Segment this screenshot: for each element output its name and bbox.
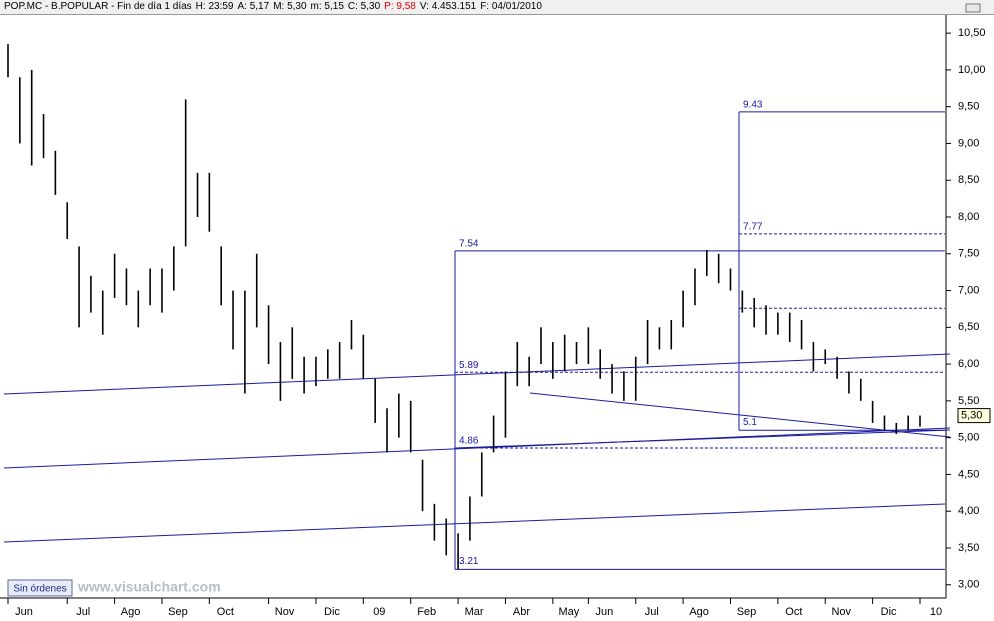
status-button[interactable] — [7, 579, 73, 597]
fib-label: 7.77 — [743, 222, 763, 233]
trend-line — [3, 503, 946, 543]
trend-line — [3, 353, 951, 395]
header-item: P: 9,58 — [384, 1, 416, 12]
x-tick-label: Ago — [689, 606, 709, 618]
fib-label: 5.1 — [743, 417, 757, 428]
header-item: C: 5,30 — [347, 1, 381, 12]
status-button-label[interactable]: Sin órdenes — [13, 584, 66, 595]
x-tick-label: Jun — [15, 606, 33, 618]
fib-label: 4.86 — [459, 436, 479, 447]
x-tick-label: 10 — [930, 606, 942, 618]
trend-line — [454, 429, 951, 449]
fib-label: 7.54 — [459, 238, 479, 249]
x-tick-label: Jun — [595, 606, 613, 618]
y-tick-label: 4,50 — [958, 468, 979, 480]
y-tick-label: 4,00 — [958, 505, 979, 517]
y-tick-label: 5,50 — [958, 395, 979, 407]
x-tick-label: 09 — [373, 606, 385, 618]
watermark: www.visualchart.com — [77, 579, 221, 595]
x-tick-label: Nov — [831, 606, 851, 618]
y-tick-label: 7,00 — [958, 284, 979, 296]
x-tick-label: Ago — [121, 606, 141, 618]
y-tick-label: 5,00 — [958, 432, 979, 444]
header-item: F: 04/01/2010 — [480, 1, 542, 12]
fib-label: 9.43 — [743, 99, 763, 110]
window-icon[interactable] — [965, 3, 981, 13]
y-tick-label: 6,50 — [958, 321, 979, 333]
y-tick-label: 9,00 — [958, 137, 979, 149]
fib-label: 3.21 — [459, 556, 479, 567]
x-tick-label: Oct — [785, 606, 802, 618]
header-item: H: 23:59 — [195, 1, 234, 12]
x-tick-label: Sep — [168, 606, 188, 618]
x-tick-label: Oct — [217, 606, 234, 618]
y-tick-label: 9,50 — [958, 101, 979, 113]
y-tick-label: 8,00 — [958, 211, 979, 223]
x-tick-label: May — [558, 606, 579, 618]
fib-label: 5.89 — [459, 360, 479, 371]
x-tick-label: Jul — [76, 606, 90, 618]
x-tick-label: Sep — [737, 606, 757, 618]
last-price-box — [957, 408, 991, 424]
x-tick-label: Mar — [465, 606, 484, 618]
x-tick-label: Dic — [324, 606, 340, 618]
y-tick-label: 8,50 — [958, 174, 979, 186]
last-price-label: 5,30 — [961, 409, 982, 421]
y-tick-label: 3,50 — [958, 542, 979, 554]
header-item: M: 5,30 — [273, 1, 307, 12]
x-tick-label: Jul — [645, 606, 659, 618]
header-bar: POP.MC - B.POPULAR - Fin de día 1 días H:… — [0, 0, 994, 15]
background — [0, 15, 994, 621]
x-tick-label: Abr — [513, 606, 530, 618]
x-tick-label: Dic — [881, 606, 897, 618]
header-item: V: 4.453.151 — [419, 1, 477, 12]
header-item: m: 5,15 — [310, 1, 344, 12]
y-tick-label: 3,00 — [958, 579, 979, 591]
trend-line — [529, 392, 951, 438]
y-tick-label: 10,00 — [958, 64, 986, 76]
x-tick-label: Nov — [275, 606, 295, 618]
y-tick-label: 10,50 — [958, 27, 986, 39]
header-item: A: 5,17 — [237, 1, 270, 12]
y-tick-label: 7,50 — [958, 248, 979, 260]
y-tick-label: 6,00 — [958, 358, 979, 370]
x-tick-label: Feb — [417, 606, 436, 618]
header-item: POP.MC - B.POPULAR - Fin de día 1 días — [4, 1, 192, 12]
